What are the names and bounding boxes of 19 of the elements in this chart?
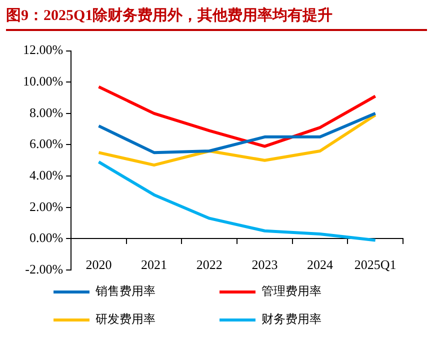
y-tick-label: 2.00%: [29, 198, 64, 214]
y-tick-label: 6.00%: [29, 136, 64, 152]
legend-label: 销售费用率: [94, 284, 204, 298]
legend-label: 研发费用率: [96, 312, 204, 326]
x-tick-label: 2024: [307, 256, 334, 272]
x-tick-label: 2020: [86, 256, 112, 272]
legend-label: 财务费用率: [262, 312, 370, 326]
x-tick-label: 2021: [141, 256, 168, 272]
x-tick-label: 2022: [196, 256, 222, 272]
y-tick-label: 12.00%: [22, 42, 64, 58]
y-tick-label: 8.00%: [29, 104, 64, 120]
x-tick-label: 2025Q1: [354, 256, 396, 272]
legend-label: 管理费用率: [262, 284, 370, 298]
y-tick-label: 4.00%: [29, 167, 64, 182]
x-tick-label: 2023: [252, 256, 278, 272]
chart-title: 图9：2025Q1除财务费用外，其他费用率均有提升: [6, 6, 427, 31]
y-tick-label: 10.00%: [22, 74, 64, 89]
y-tick-label: -2.00%: [25, 261, 64, 276]
y-tick-label: 0.00%: [29, 230, 64, 246]
